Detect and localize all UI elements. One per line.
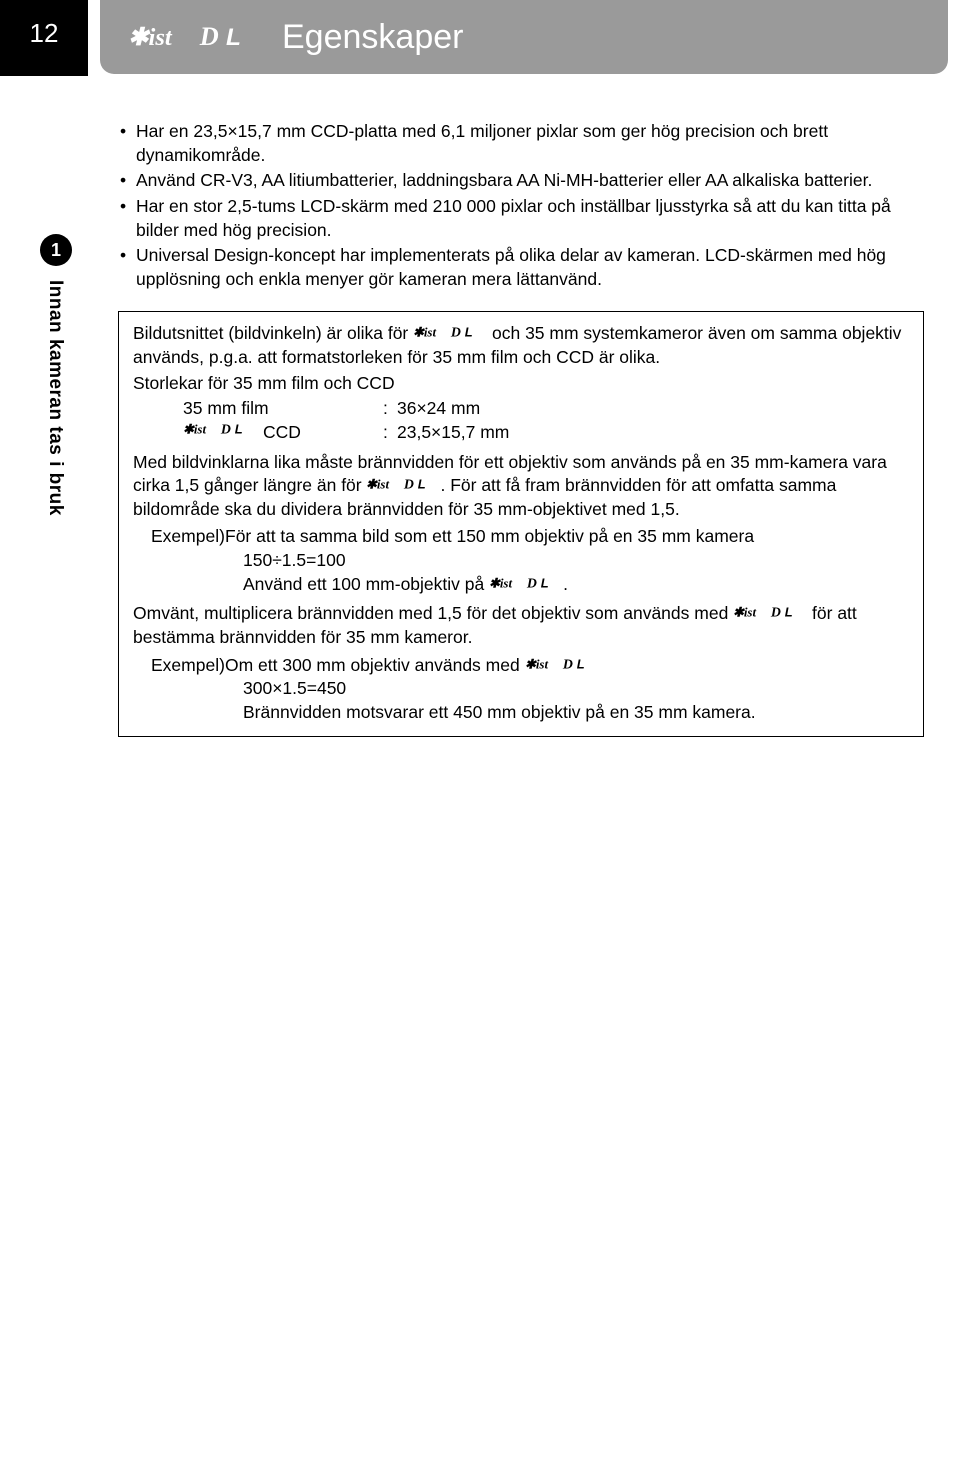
page-number: 12: [0, 0, 88, 76]
list-item: Har en stor 2,5-tums LCD-skärm med 210 0…: [118, 195, 928, 242]
feature-bullet-list: Har en 23,5×15,7 mm CCD-platta med 6,1 m…: [118, 120, 928, 291]
example-block: Exempel) Om ett 300 mm objektiv används …: [133, 654, 909, 725]
istdl-logo-icon: [366, 476, 440, 493]
section-number-badge: 1: [40, 234, 72, 266]
separator: :: [383, 397, 397, 421]
text: Använd ett 100 mm-objektiv på: [243, 574, 489, 594]
page-title-bar: Egenskaper: [100, 0, 948, 74]
size-value: 23,5×15,7 mm: [397, 421, 509, 445]
info-box: Bildutsnittet (bildvinkeln) är olika för…: [118, 311, 924, 737]
istdl-logo-icon: [525, 656, 599, 673]
example-text: Brännvidden motsvarar ett 450 mm objekti…: [133, 701, 909, 725]
example-row: Exempel) Om ett 300 mm objektiv används …: [133, 654, 909, 678]
text: Omvänt, multiplicera brännvidden med 1,5…: [133, 603, 733, 623]
list-item: Universal Design-koncept har implementer…: [118, 244, 928, 291]
example-row: Exempel) För att ta samma bild som ett 1…: [133, 525, 909, 549]
example-label: Exempel): [133, 654, 225, 678]
text: .: [563, 574, 568, 594]
example-text: Om ett 300 mm objektiv används med: [225, 654, 909, 678]
separator: :: [383, 421, 397, 445]
istdl-logo-icon: [413, 324, 487, 341]
box-paragraph: Omvänt, multiplicera brännvidden med 1,5…: [133, 602, 909, 649]
text: Om ett 300 mm objektiv används med: [225, 655, 525, 675]
header-band: 12 Egenskaper: [0, 0, 960, 76]
size-value: 36×24 mm: [397, 397, 480, 421]
sizes-table: 35 mm film : 36×24 mm CCD : 23,5×15,7 mm: [183, 397, 909, 444]
size-label: 35 mm film: [183, 397, 383, 421]
example-text: 150÷1.5=100: [133, 549, 909, 573]
example-text: Använd ett 100 mm-objektiv på .: [133, 573, 909, 597]
istdl-logo-icon: [183, 421, 257, 438]
sizes-heading: Storlekar för 35 mm film och CCD: [133, 372, 909, 396]
list-item: Använd CR-V3, AA litiumbatterier, laddni…: [118, 169, 928, 193]
example-text: För att ta samma bild som ett 150 mm obj…: [225, 525, 909, 549]
istdl-logo-icon: [128, 20, 268, 54]
table-row: CCD : 23,5×15,7 mm: [183, 421, 909, 445]
box-intro: Bildutsnittet (bildvinkeln) är olika för…: [133, 322, 909, 369]
text: Bildutsnittet (bildvinkeln) är olika för: [133, 323, 413, 343]
table-row: 35 mm film : 36×24 mm: [183, 397, 909, 421]
box-paragraph: Med bildvinklarna lika måste brännvidden…: [133, 451, 909, 522]
istdl-logo-icon: [489, 575, 563, 592]
example-text: 300×1.5=450: [133, 677, 909, 701]
page-title: Egenskaper: [282, 18, 463, 57]
istdl-logo-icon: [733, 604, 807, 621]
sidebar: 1 Innan kameran tas i bruk: [0, 234, 88, 754]
page-number-text: 12: [30, 18, 59, 49]
main-content: Har en 23,5×15,7 mm CCD-platta med 6,1 m…: [118, 120, 928, 737]
section-label-vertical: Innan kameran tas i bruk: [44, 280, 66, 516]
example-block: Exempel) För att ta samma bild som ett 1…: [133, 525, 909, 596]
text: CCD: [263, 421, 301, 445]
text: 35 mm film: [183, 397, 269, 421]
example-label: Exempel): [133, 525, 225, 549]
section-number: 1: [51, 240, 61, 261]
size-label: CCD: [183, 421, 383, 445]
list-item: Har en 23,5×15,7 mm CCD-platta med 6,1 m…: [118, 120, 928, 167]
